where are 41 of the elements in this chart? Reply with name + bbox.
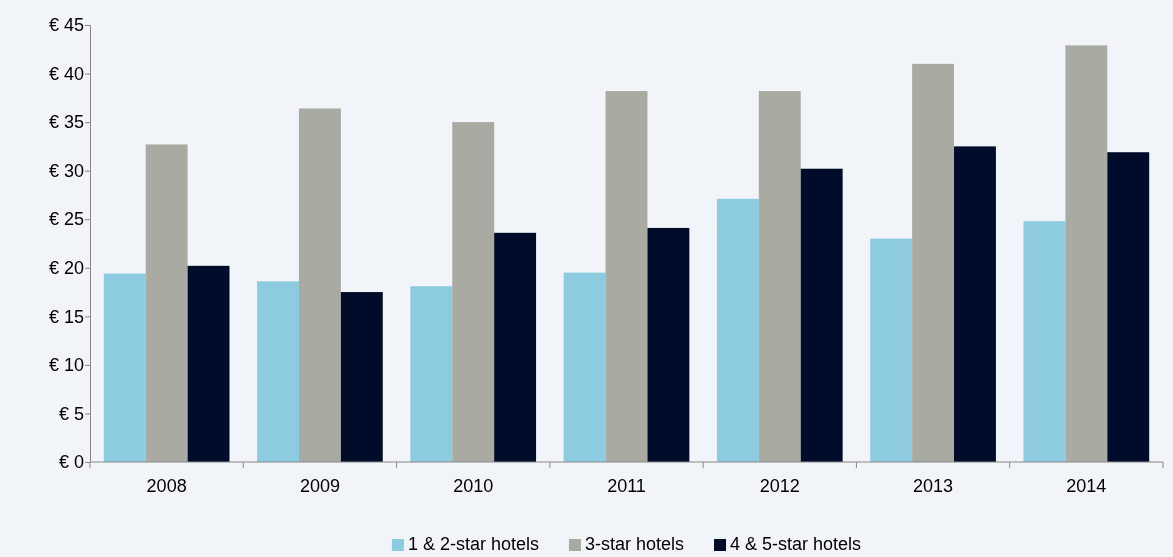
y-tick-label: € 15 [48, 306, 84, 327]
bar [145, 144, 188, 462]
bar [912, 63, 955, 462]
bar [716, 198, 759, 462]
bar [494, 232, 537, 462]
bar [103, 273, 146, 462]
y-tick-label: € 25 [48, 209, 84, 230]
bar [605, 91, 648, 462]
x-tick-label: 2011 [607, 476, 646, 496]
bar [1107, 152, 1150, 462]
bar [1023, 221, 1066, 462]
y-tick-label: € 35 [48, 112, 84, 133]
bar [410, 286, 453, 462]
y-tick-label: € 20 [48, 258, 84, 279]
x-tick-label: 2008 [146, 476, 187, 496]
legend-label: 1 & 2-star hotels [407, 534, 539, 554]
bar [298, 108, 341, 462]
bar [452, 122, 495, 462]
y-tick-label: € 0 [58, 452, 84, 473]
bar [1065, 45, 1108, 462]
bar [187, 265, 230, 462]
bar [800, 168, 843, 462]
x-tick-label: 2009 [299, 476, 340, 496]
y-tick-label: € 40 [48, 63, 84, 84]
bar [954, 146, 996, 462]
y-tick-label: € 5 [58, 403, 84, 424]
bar [758, 91, 801, 462]
bar [647, 227, 690, 462]
legend-label: 3-star hotels [584, 534, 685, 554]
x-tick-label: 2013 [913, 476, 954, 496]
x-tick-label: 2014 [1066, 476, 1107, 496]
bar [257, 281, 299, 462]
bar [870, 238, 913, 462]
y-tick-label: € 10 [48, 355, 84, 376]
legend-label: 4 & 5-star hotels [730, 534, 862, 554]
x-tick-label: 2012 [759, 476, 800, 496]
bar [340, 292, 383, 462]
y-tick-label: € 30 [48, 160, 84, 181]
bar [563, 272, 606, 462]
y-tick-label: € 45 [48, 15, 84, 36]
x-tick-label: 2010 [453, 476, 494, 496]
